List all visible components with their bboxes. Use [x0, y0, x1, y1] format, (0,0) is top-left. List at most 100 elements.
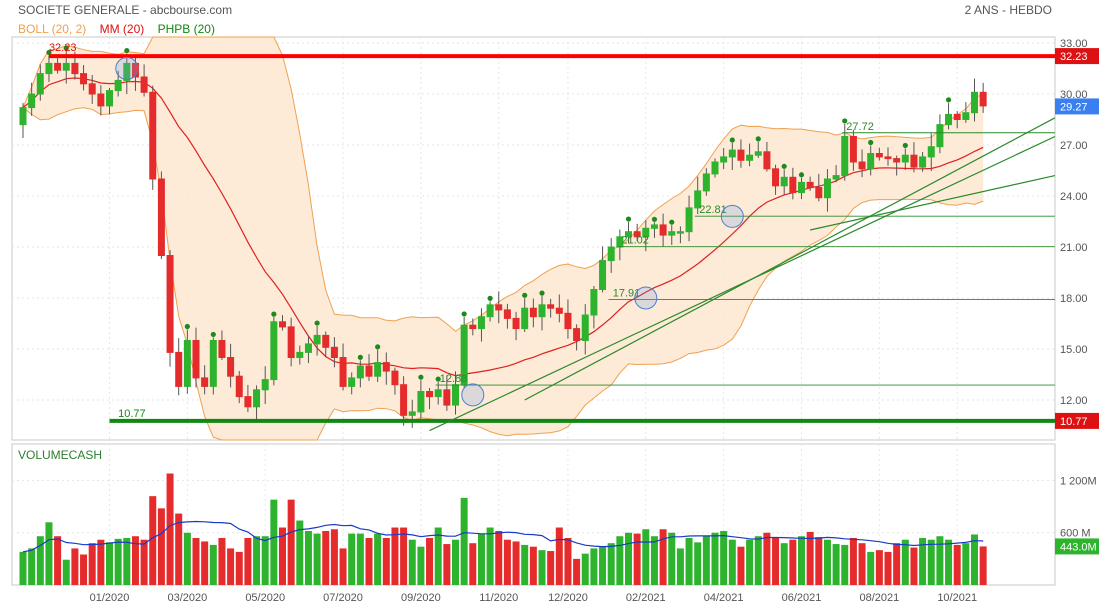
volume-bar: [893, 543, 901, 585]
trendline: [524, 117, 1056, 401]
phpb-dot: [625, 216, 632, 222]
volume-bar: [36, 536, 44, 585]
candle-body: [720, 156, 728, 163]
highlight-ellipse: [634, 286, 658, 310]
price-tick-label: 24.00: [1060, 191, 1088, 203]
candle-body: [391, 370, 399, 386]
candle-body: [339, 357, 347, 387]
volume-label[interactable]: VOLUMECASH: [18, 448, 103, 462]
volume-bar: [625, 532, 632, 585]
volume-bar: [633, 533, 641, 585]
candle-body: [486, 304, 494, 318]
volume-bar: [330, 529, 338, 585]
candle-body: [270, 321, 278, 381]
phpb-level-label: 22.81: [699, 204, 727, 216]
phpb-level-label: 12.88: [440, 373, 468, 385]
candle-body: [945, 113, 953, 126]
candle-body: [114, 79, 122, 92]
candle-body: [685, 207, 693, 233]
price-tick-label: 30.00: [1060, 89, 1088, 101]
phpb-dot: [63, 45, 69, 51]
legend-phpb[interactable]: PHPB (20): [157, 22, 215, 36]
candle-body: [80, 73, 88, 85]
candle-body: [36, 73, 44, 95]
price-tags: 32.23 29.27 10.77 443.0M: [1055, 48, 1099, 555]
phpb-dot: [418, 374, 424, 380]
volume-bar: [512, 541, 520, 585]
phpb-dot: [271, 311, 277, 317]
volume-bar: [503, 539, 511, 585]
candle-body: [469, 324, 477, 330]
candle-body: [538, 304, 546, 318]
volume-bar: [287, 499, 295, 585]
volume-bar: [875, 550, 883, 585]
candle-body: [642, 227, 650, 238]
volume-bar: [80, 554, 88, 585]
volume-bars: [19, 473, 987, 585]
volume-bar: [477, 533, 485, 585]
time-tick-label: 02/2021: [626, 592, 666, 604]
price-tag: [1055, 412, 1099, 429]
candle-body: [728, 149, 736, 158]
candle-body: [798, 181, 805, 194]
volume-bar: [417, 546, 425, 585]
phpb-dot: [669, 219, 675, 225]
candle-body: [953, 113, 961, 121]
volume-bar: [400, 527, 408, 585]
candle-body: [28, 93, 36, 109]
legend-boll[interactable]: BOLL (20, 2): [18, 22, 87, 36]
candle-body: [564, 312, 572, 330]
volume-bar: [408, 539, 416, 585]
candle-body: [183, 340, 191, 387]
candle-body: [633, 231, 641, 238]
volume-bar: [227, 548, 235, 585]
volume-bar: [962, 543, 970, 585]
candle-body: [313, 334, 321, 345]
candle-body: [919, 156, 927, 168]
candle-body: [573, 328, 581, 342]
volume-bar: [97, 539, 105, 585]
volume-tag-label: 443.0M: [1060, 541, 1097, 553]
time-tick-label: 11/2020: [479, 592, 518, 604]
price-tag: [1055, 98, 1099, 115]
candle-body: [434, 389, 442, 398]
candle-body: [971, 91, 978, 114]
candle-body: [140, 76, 148, 93]
volume-bar: [123, 537, 131, 585]
candle-body: [97, 93, 105, 107]
phpb-markers: [46, 45, 952, 382]
candle-body: [218, 340, 226, 358]
volume-bar: [547, 551, 555, 585]
candle-body: [789, 176, 797, 194]
volume-bar: [702, 536, 710, 585]
candle-body: [209, 340, 217, 387]
candle-body: [503, 309, 511, 319]
price-tick-label: 27.00: [1060, 140, 1088, 152]
volume-bar: [426, 537, 434, 585]
candle-body: [936, 124, 944, 148]
candle-body: [71, 62, 79, 75]
volume-bar: [772, 537, 780, 585]
time-tick-label: 10/2021: [937, 592, 977, 604]
legend-mm[interactable]: MM (20): [99, 22, 145, 36]
price-tag-label: 32.23: [1060, 51, 1088, 63]
price-tick-label: 21.00: [1060, 242, 1088, 254]
volume-bar: [737, 546, 745, 585]
candle-body: [45, 62, 53, 75]
candle-body: [149, 91, 157, 180]
phpb-dot: [729, 137, 735, 143]
candle-body: [201, 377, 209, 387]
volume-bar: [798, 536, 805, 585]
volume-bar: [901, 539, 909, 585]
volume-bar: [953, 544, 961, 585]
time-tick-label: 01/2020: [90, 592, 130, 604]
bollinger-lower: [22, 107, 984, 441]
price-tick-label: 18.00: [1060, 293, 1088, 305]
phpb-dot: [375, 344, 381, 350]
candle-body: [763, 151, 771, 170]
candle-body: [650, 224, 658, 229]
phpb-dot: [487, 295, 493, 301]
candle-body: [106, 90, 113, 107]
volume-bar: [555, 527, 563, 585]
candle-body: [244, 396, 252, 408]
